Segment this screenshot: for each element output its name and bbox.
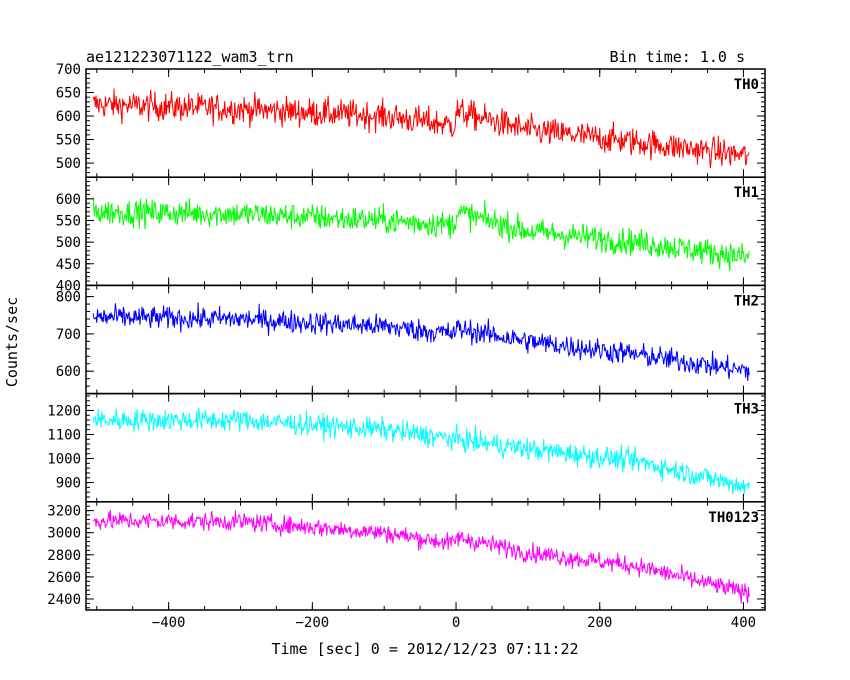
y-tick-label: 600 (56, 364, 81, 380)
series-line-th0123 (92, 509, 750, 604)
series-line-th1 (92, 197, 750, 272)
x-tick-label: 0 (452, 615, 460, 631)
y-tick-label: 3000 (47, 526, 81, 542)
x-tick-label: 400 (731, 615, 756, 631)
panel-label-th1: TH1 (734, 185, 759, 201)
y-tick-label: 1000 (47, 452, 81, 468)
panel-label-th2: TH2 (734, 293, 759, 309)
y-tick-label: 600 (56, 109, 81, 125)
series-line-th2 (92, 302, 750, 381)
y-tick-label: 600 (56, 192, 81, 208)
y-tick-label: 500 (56, 156, 81, 172)
x-tick-label: 200 (587, 615, 612, 631)
panel-th0: 500 550 600 650 700 TH0 (56, 62, 766, 178)
y-tick-label: 2400 (47, 592, 81, 608)
x-axis-label: Time [sec] 0 = 2012/12/23 07:11:22 (271, 640, 578, 658)
panel-th3: 900 1000 1100 1200 TH3 (47, 392, 766, 503)
panel-th1: 400 450 500 550 600 TH1 (56, 176, 766, 294)
y-tick-label: 700 (56, 62, 81, 78)
y-tick-label: 1100 (47, 427, 81, 443)
y-tick-label: 3200 (47, 504, 81, 520)
series-line-th0 (92, 88, 750, 169)
y-tick-label: 450 (56, 257, 81, 273)
y-tick-label: 800 (56, 290, 81, 306)
x-tick-label: −400 (152, 615, 186, 631)
panel-label-th3: TH3 (734, 402, 759, 418)
y-tick-label: 550 (56, 213, 81, 229)
panel-frame (85, 68, 766, 178)
panels: 500 550 600 650 700 TH0 400 450 500 550 600 TH1 600 7… (47, 62, 766, 631)
y-tick-label: 400 (56, 278, 81, 294)
panel-label-th0123: TH0123 (708, 510, 759, 526)
y-tick-label: 550 (56, 133, 81, 149)
panel-th0123: 2400 2600 2800 3000 3200 TH0123 (47, 501, 766, 611)
panel-th2: 600 700 800 TH2 (56, 284, 766, 395)
y-tick-label: 650 (56, 86, 81, 102)
panel-frame (85, 392, 766, 503)
x-tick-label: −200 (295, 615, 329, 631)
panel-label-th0: TH0 (734, 77, 759, 93)
y-tick-label: 2800 (47, 548, 81, 564)
y-tick-label: 700 (56, 327, 81, 343)
panel-frame (85, 501, 766, 611)
y-tick-label: 900 (56, 476, 81, 492)
y-tick-label: 2600 (47, 570, 81, 586)
series-line-th3 (92, 407, 750, 495)
panel-frame (85, 176, 766, 287)
chart-title: ae121223071122_wam3_trn (86, 48, 294, 66)
y-axis-label: Counts/sec (3, 297, 21, 387)
chart-subtitle: Bin time: 1.0 s (610, 48, 745, 66)
y-tick-label: 1200 (47, 403, 81, 419)
panel-frame (85, 284, 766, 395)
y-tick-label: 500 (56, 235, 81, 251)
